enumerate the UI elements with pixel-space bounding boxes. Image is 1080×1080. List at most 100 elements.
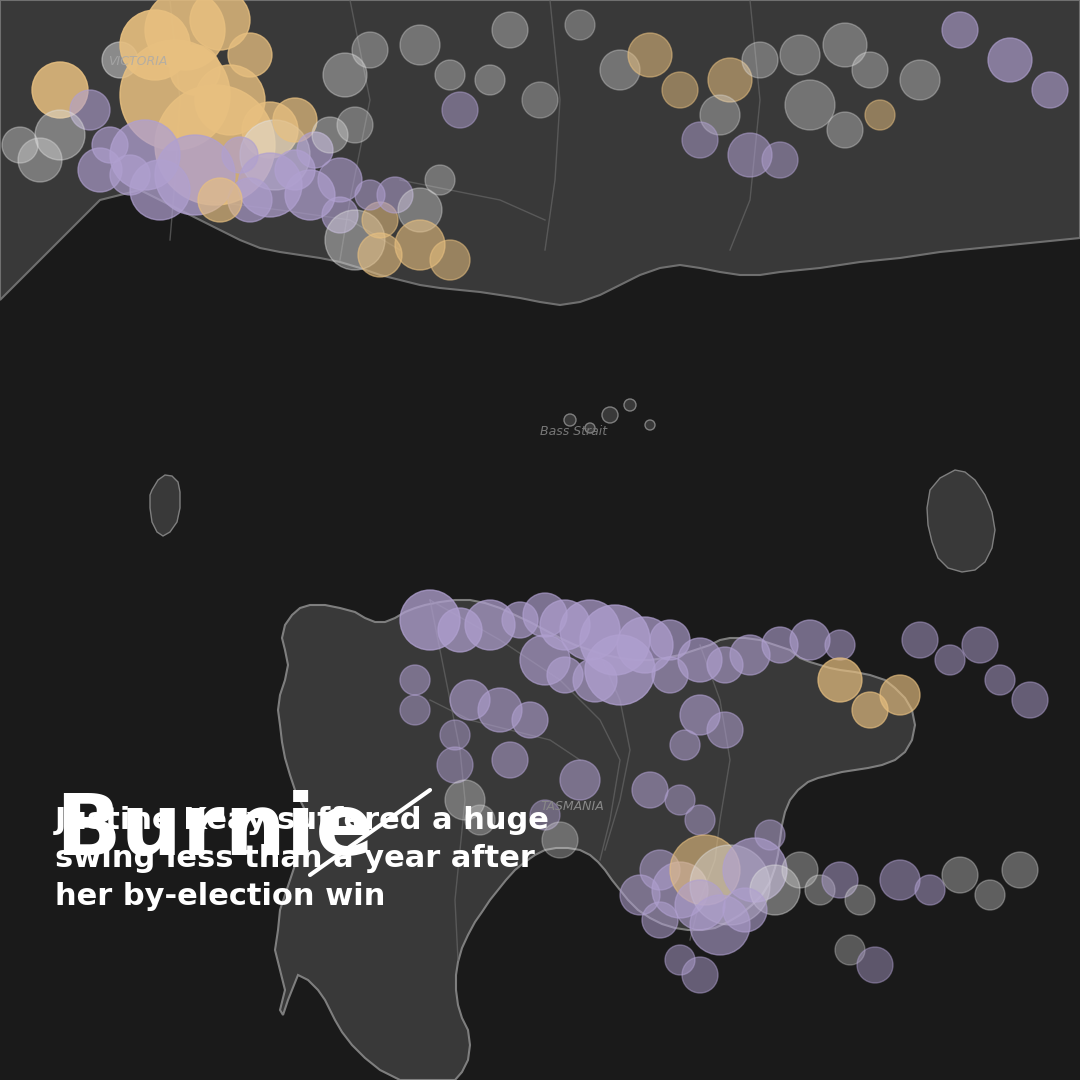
Circle shape	[652, 862, 708, 918]
Circle shape	[602, 407, 618, 423]
Circle shape	[823, 23, 867, 67]
Circle shape	[337, 107, 373, 143]
Circle shape	[437, 747, 473, 783]
Circle shape	[478, 688, 522, 732]
Circle shape	[785, 80, 835, 130]
Circle shape	[700, 95, 740, 135]
Circle shape	[475, 65, 505, 95]
Circle shape	[110, 120, 180, 190]
Circle shape	[707, 712, 743, 748]
Polygon shape	[927, 470, 995, 572]
Circle shape	[275, 150, 315, 190]
Circle shape	[573, 658, 617, 702]
Circle shape	[985, 665, 1015, 696]
Circle shape	[680, 696, 720, 735]
Circle shape	[70, 90, 110, 130]
Circle shape	[728, 133, 772, 177]
Circle shape	[512, 702, 548, 738]
Circle shape	[400, 590, 460, 650]
Circle shape	[942, 858, 978, 893]
Circle shape	[670, 835, 740, 905]
Text: VICTORIA: VICTORIA	[108, 55, 167, 68]
Circle shape	[318, 158, 362, 202]
Circle shape	[519, 635, 570, 685]
Circle shape	[399, 188, 442, 232]
Circle shape	[645, 420, 654, 430]
Circle shape	[640, 850, 680, 890]
Circle shape	[681, 957, 718, 993]
Circle shape	[617, 617, 673, 673]
Circle shape	[935, 645, 966, 675]
Circle shape	[865, 100, 895, 130]
Circle shape	[580, 605, 650, 675]
Circle shape	[190, 0, 249, 50]
Circle shape	[564, 414, 576, 426]
Circle shape	[273, 98, 318, 141]
Circle shape	[228, 33, 272, 77]
Text: Bass Strait: Bass Strait	[540, 426, 607, 438]
Circle shape	[170, 45, 220, 95]
Circle shape	[430, 240, 470, 280]
Circle shape	[362, 202, 399, 238]
Circle shape	[195, 65, 265, 135]
Circle shape	[355, 180, 384, 210]
Circle shape	[297, 132, 333, 168]
Circle shape	[880, 860, 920, 900]
Circle shape	[670, 730, 700, 760]
Circle shape	[285, 170, 335, 220]
Circle shape	[642, 902, 678, 939]
Circle shape	[962, 627, 998, 663]
Circle shape	[440, 720, 470, 750]
Circle shape	[238, 153, 302, 217]
Circle shape	[585, 423, 595, 433]
Circle shape	[675, 880, 725, 930]
Polygon shape	[275, 600, 915, 1080]
Circle shape	[130, 160, 190, 220]
Circle shape	[395, 220, 445, 270]
Circle shape	[435, 60, 465, 90]
Circle shape	[690, 845, 770, 924]
Circle shape	[242, 102, 298, 158]
Circle shape	[708, 58, 752, 102]
Circle shape	[102, 42, 138, 78]
Circle shape	[835, 935, 865, 966]
Circle shape	[450, 680, 490, 720]
Circle shape	[445, 780, 485, 820]
Circle shape	[988, 38, 1032, 82]
Circle shape	[438, 608, 482, 652]
Circle shape	[492, 12, 528, 48]
Circle shape	[780, 35, 820, 75]
Circle shape	[145, 0, 225, 70]
Circle shape	[1002, 852, 1038, 888]
Circle shape	[852, 692, 888, 728]
Circle shape	[312, 117, 348, 153]
Circle shape	[805, 875, 835, 905]
Circle shape	[665, 945, 696, 975]
Circle shape	[156, 135, 235, 215]
Circle shape	[942, 12, 978, 48]
Circle shape	[228, 178, 272, 222]
Circle shape	[858, 947, 893, 983]
Circle shape	[540, 600, 590, 650]
Circle shape	[323, 53, 367, 97]
Circle shape	[678, 638, 723, 681]
Circle shape	[782, 852, 818, 888]
Circle shape	[742, 42, 778, 78]
Circle shape	[120, 10, 190, 80]
Circle shape	[685, 805, 715, 835]
Circle shape	[1032, 72, 1068, 108]
Circle shape	[400, 665, 430, 696]
Circle shape	[352, 32, 388, 68]
Circle shape	[818, 658, 862, 702]
Circle shape	[198, 178, 242, 222]
Circle shape	[120, 40, 230, 150]
Circle shape	[522, 82, 558, 118]
Circle shape	[561, 600, 620, 660]
Polygon shape	[0, 0, 1080, 305]
Circle shape	[827, 112, 863, 148]
Circle shape	[78, 148, 122, 192]
Circle shape	[377, 177, 413, 213]
Circle shape	[750, 865, 800, 915]
Circle shape	[325, 210, 384, 270]
Circle shape	[32, 62, 87, 118]
